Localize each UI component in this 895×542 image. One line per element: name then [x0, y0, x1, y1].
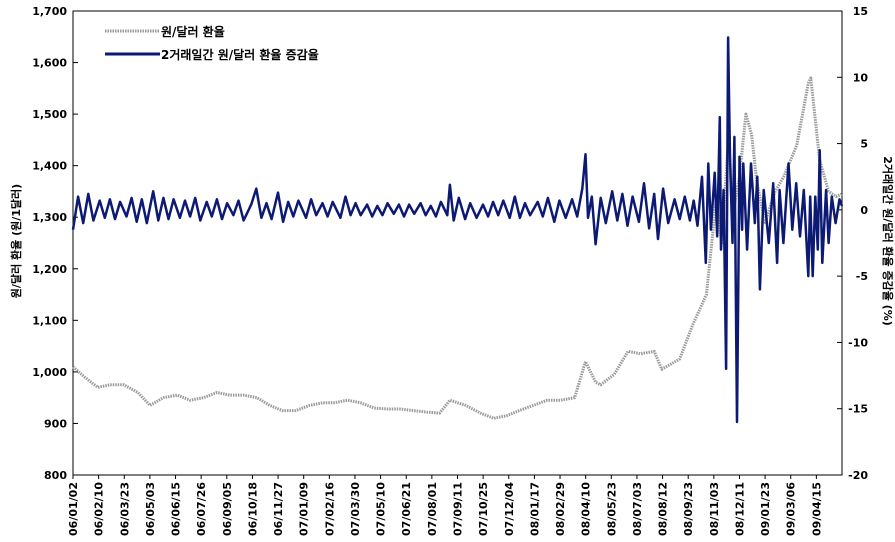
series-layer: [71, 36, 844, 424]
x-tick-label: 08/09/23: [682, 482, 695, 536]
x-tick-label: 06/05/03: [144, 482, 157, 536]
x-tick-label: 08/04/10: [580, 482, 593, 536]
x-tick-label: 07/02/16: [323, 482, 336, 536]
left-tick-label: 1,200: [32, 263, 67, 276]
x-tick-label: 06/06/15: [170, 482, 183, 536]
x-tick-label: 06/09/05: [221, 482, 234, 536]
x-tick-label: 07/06/21: [400, 482, 413, 536]
left-axis-ticks: 800 900 1,000 1,100 1,200 1,300 1,400 1,500 1,60…: [32, 5, 78, 482]
legend: 원/달러 환율 2거래일간 원/달러 환율 증감율: [105, 24, 319, 62]
left-tick-label: 1,700: [32, 5, 67, 18]
left-tick-label: 1,300: [32, 211, 67, 224]
right-axis-ticks: -20 -15 -10 -5 0 5 10 15: [837, 5, 868, 482]
series-line-change-rate: [71, 36, 844, 424]
left-tick-label: 1,000: [32, 366, 67, 379]
x-tick-label: 06/11/27: [272, 482, 285, 536]
x-tick-label: 07/03/30: [349, 482, 362, 536]
x-tick-label: 06/10/18: [246, 482, 259, 536]
x-tick-label: 09/01/23: [759, 482, 772, 536]
x-tick-label: 06/02/10: [93, 482, 106, 536]
x-tick-label: 07/08/01: [426, 482, 439, 536]
right-tick-label: -15: [848, 403, 868, 416]
x-tick-label: 09/03/06: [785, 482, 798, 536]
left-tick-label: 1,600: [32, 57, 67, 70]
x-tick-label: 08/08/12: [657, 482, 670, 536]
right-tick-label: -20: [848, 469, 868, 482]
x-tick-label: 08/05/23: [605, 482, 618, 536]
x-tick-label: 08/01/17: [528, 482, 541, 536]
legend-label-exchange-rate: 원/달러 환율: [161, 24, 225, 39]
x-tick-label: 06/07/26: [195, 482, 208, 536]
right-tick-label: 0: [860, 204, 868, 217]
series-line-exchange-rate: [71, 76, 843, 420]
left-axis-title: 원/달러 환율 (원/1달러): [9, 184, 23, 298]
x-tick-label: 06/03/23: [118, 482, 131, 536]
x-tick-label: 08/07/03: [631, 482, 644, 536]
x-tick-label: 07/12/04: [503, 482, 516, 536]
right-tick-label: -5: [856, 270, 868, 283]
right-tick-label: -10: [848, 336, 868, 349]
left-tick-label: 1,100: [32, 314, 67, 327]
right-tick-label: 10: [853, 71, 869, 84]
x-tick-label: 07/09/11: [452, 482, 465, 536]
right-tick-label: 5: [860, 138, 868, 151]
left-tick-label: 800: [44, 469, 67, 482]
x-tick-label: 07/10/25: [477, 482, 490, 536]
x-tick-label: 08/11/03: [708, 482, 721, 536]
left-tick-label: 1,400: [32, 160, 67, 173]
x-tick-label: 06/01/02: [67, 482, 80, 536]
legend-label-change-rate: 2거래일간 원/달러 환율 증감율: [161, 47, 319, 62]
x-axis-ticks: 06/01/02 06/02/10 06/03/23 06/05/03 06/06/15…: [67, 475, 823, 536]
x-tick-label: 07/05/10: [375, 482, 388, 536]
right-axis-title: 2거래일간 원/달러 환율 증감율 (%): [881, 156, 895, 326]
x-tick-label: 08/02/29: [554, 482, 567, 536]
left-tick-label: 1,500: [32, 108, 67, 121]
x-tick-label: 09/04/15: [810, 482, 823, 536]
x-tick-label: 07/01/09: [298, 482, 311, 536]
left-tick-label: 900: [44, 417, 67, 430]
right-tick-label: 15: [853, 5, 868, 18]
x-tick-label: 08/12/11: [733, 482, 746, 536]
